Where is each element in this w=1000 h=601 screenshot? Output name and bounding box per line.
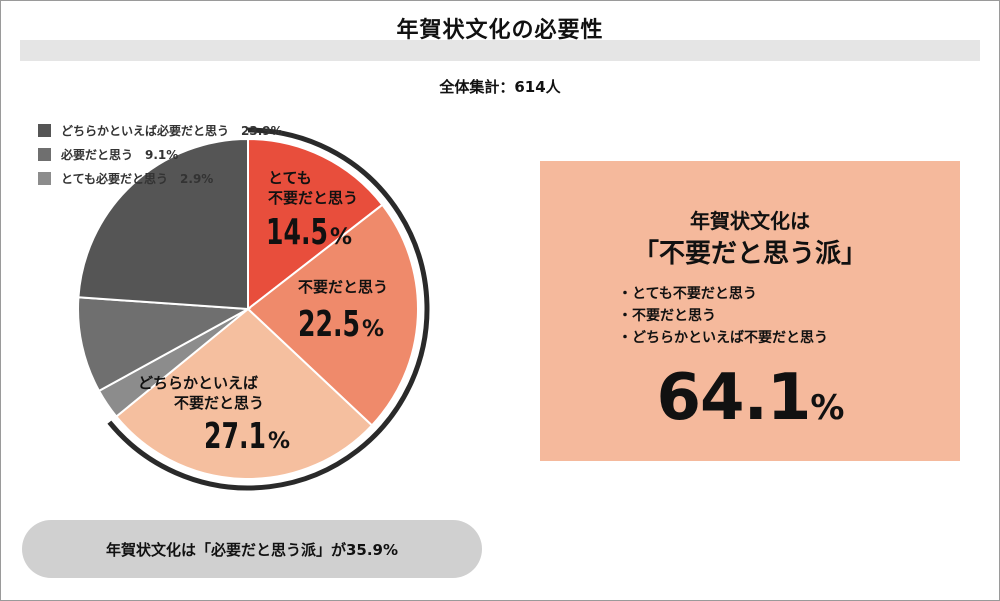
legend-label: どちらかといえば必要だと思う 23.9%: [61, 123, 283, 138]
slice-label-value: 22.5: [298, 304, 360, 345]
slice-label-somewhat-unnecessary: どちらかといえば 不要だと思う 27.1 %: [138, 374, 290, 457]
pie-slice-somewhat-unnecessary: [114, 307, 374, 480]
necessary-summary-pill: 年賀状文化は「必要だと思う派」が35.9%: [22, 520, 482, 578]
summary-value-number: 64.1: [656, 361, 812, 435]
slice-label-percent: %: [268, 429, 290, 454]
slice-label-very-unnecessary: とても 不要だと思う 14.5 %: [266, 169, 358, 253]
summary-list-item: どちらかといえば不要だと思う: [618, 327, 828, 349]
summary-value: 64.1%: [540, 361, 960, 435]
summary-subtitle: 「不要だと思う派」: [632, 239, 867, 269]
unnecessary-group-arc: [107, 127, 430, 491]
summary-list: とても不要だと思う 不要だと思う どちらかといえば不要だと思う: [618, 283, 828, 349]
legend-item-necessary: 必要だと思う 9.1%: [38, 142, 283, 166]
pie-slice-very-unnecessary: [247, 137, 384, 312]
slice-label-text: 不要だと思う: [298, 278, 388, 296]
legend-swatch: [38, 147, 51, 161]
slice-label-percent: %: [330, 225, 352, 250]
title-bar: [20, 40, 980, 61]
slice-label-text: 不要だと思う: [268, 189, 358, 207]
slice-label-text: 不要だと思う: [174, 394, 264, 412]
pie-slice-necessary: [77, 296, 252, 393]
slice-label-unnecessary: 不要だと思う 22.5 %: [298, 278, 388, 345]
slice-label-percent: %: [362, 317, 384, 342]
summary-value-percent: %: [810, 388, 844, 428]
chart-title: 年賀状文化の必要性: [396, 18, 604, 43]
pie-slice-somewhat-necessary: [77, 137, 249, 311]
legend-swatch: [38, 123, 51, 137]
slice-label-text: どちらかといえば: [138, 374, 258, 392]
legend-item-somewhat-necessary: どちらかといえば必要だと思う 23.9%: [38, 118, 283, 142]
slice-label-value: 27.1: [204, 416, 266, 457]
legend-label: とても必要だと思う 2.9%: [61, 171, 214, 186]
pie-slice-unnecessary: [246, 203, 419, 427]
slice-label-value: 14.5: [266, 212, 328, 253]
summary-list-item: 不要だと思う: [618, 305, 828, 327]
legend-swatch: [38, 171, 51, 185]
legend-label: 必要だと思う 9.1%: [61, 147, 179, 162]
slice-label-text: とても: [268, 169, 312, 187]
summary-title: 年賀状文化は: [690, 209, 810, 233]
summary-box: 年賀状文化は 「不要だと思う派」 とても不要だと思う 不要だと思う どちらかとい…: [540, 161, 960, 461]
pill-text: 年賀状文化は「必要だと思う派」が35.9%: [105, 540, 399, 559]
summary-list-item: とても不要だと思う: [618, 283, 828, 305]
chart-legend: どちらかといえば必要だと思う 23.9% 必要だと思う 9.1% とても必要だと…: [38, 118, 283, 190]
legend-item-very-necessary: とても必要だと思う 2.9%: [38, 166, 283, 190]
total-count: 全体集計：614人: [439, 78, 561, 96]
